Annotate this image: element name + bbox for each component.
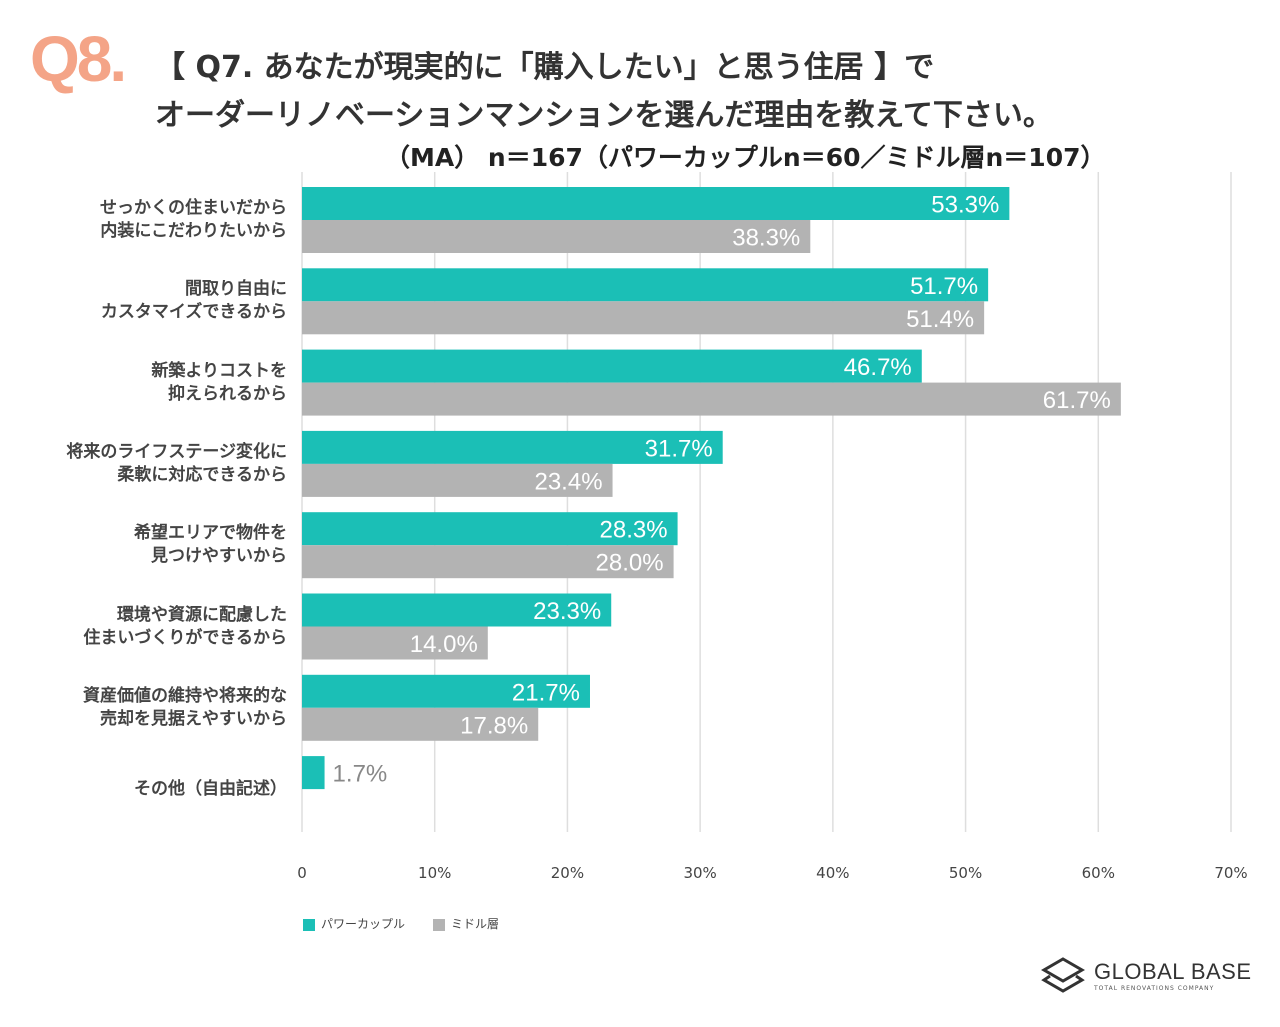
- data-label: 51.4%: [906, 306, 974, 333]
- logo-name: GLOBAL BASE: [1094, 958, 1252, 984]
- bar: [302, 674, 590, 708]
- legend: パワーカップル ミドル層: [303, 915, 499, 932]
- bar: [302, 268, 989, 302]
- legend-swatch: [303, 918, 315, 931]
- x-tick-label: 10%: [418, 864, 451, 882]
- logo: GLOBAL BASE TOTAL RENOVATIONS COMPANY: [1040, 955, 1252, 995]
- data-label: 23.3%: [533, 598, 601, 625]
- legend-item-middle: ミドル層: [433, 915, 499, 932]
- data-label: 61.7%: [1043, 387, 1111, 414]
- x-tick-label: 20%: [551, 864, 584, 882]
- bar: [302, 593, 612, 627]
- category-label: その他（自由記述）: [134, 778, 287, 799]
- data-label: 53.3%: [931, 192, 999, 219]
- question-number: Q8.: [30, 23, 127, 95]
- x-tick-label: 50%: [949, 864, 982, 882]
- logo-tagline: TOTAL RENOVATIONS COMPANY: [1094, 984, 1215, 992]
- data-label: 23.4%: [534, 468, 602, 495]
- x-tick-label: 40%: [816, 864, 849, 882]
- category-label: 資産価値の維持や将来的な 売却を見据えやすいから: [83, 685, 287, 729]
- category-label: 将来のライフステージ変化に 柔軟に対応できるから: [66, 441, 287, 485]
- title-line-2: オーダーリノベーションマンションを選んだ理由を教えて下さい。: [155, 98, 1053, 133]
- data-label: 28.3%: [600, 517, 668, 544]
- bar: [302, 545, 674, 579]
- data-label: 14.0%: [410, 631, 478, 658]
- legend-label: ミドル層: [451, 917, 500, 931]
- data-label: 31.7%: [645, 435, 713, 462]
- bar: [302, 512, 678, 546]
- bar: [302, 430, 723, 464]
- data-label: 21.7%: [512, 679, 580, 706]
- bar: [302, 220, 811, 253]
- subtitle: （MA） n＝167（パワーカップルn＝60／ミドル層n＝107）: [385, 143, 1106, 172]
- data-label: 38.3%: [732, 225, 800, 252]
- bar: [302, 349, 922, 383]
- bar: [302, 756, 325, 790]
- data-label: 17.8%: [460, 712, 528, 739]
- bar: [302, 382, 1121, 416]
- x-tick-label: 30%: [683, 864, 716, 882]
- x-tick-label: 60%: [1082, 864, 1115, 882]
- bar: [302, 707, 539, 741]
- category-label: せっかくの住まいだから 内装にこだわりたいから: [100, 198, 287, 241]
- data-label: 1.7%: [333, 761, 388, 788]
- bar: [302, 301, 985, 335]
- legend-item-power-couple: パワーカップル: [303, 915, 405, 932]
- bar: [302, 187, 1010, 220]
- category-label: 希望エリアで物件を 見つけやすいから: [134, 523, 287, 567]
- category-label: 環境や資源に配慮した 住まいづくりができるから: [83, 604, 287, 648]
- category-label: 新築よりコストを 抑えられるから: [151, 360, 287, 404]
- x-tick-label: 70%: [1214, 864, 1247, 882]
- category-label: 間取り自由に カスタマイズできるから: [100, 279, 287, 323]
- logo-icon: [1041, 957, 1085, 993]
- bar: [302, 463, 613, 497]
- bar: [302, 626, 488, 660]
- data-label: 46.7%: [844, 354, 912, 381]
- x-tick-label: 0: [297, 864, 307, 882]
- data-label: 28.0%: [596, 550, 664, 577]
- data-label: 51.7%: [910, 273, 978, 300]
- legend-label: パワーカップル: [321, 917, 406, 931]
- legend-swatch: [433, 918, 446, 931]
- title-line-1: 【 Q7. あなたが現実的に「購入したい」と思う住居 】で: [155, 50, 935, 85]
